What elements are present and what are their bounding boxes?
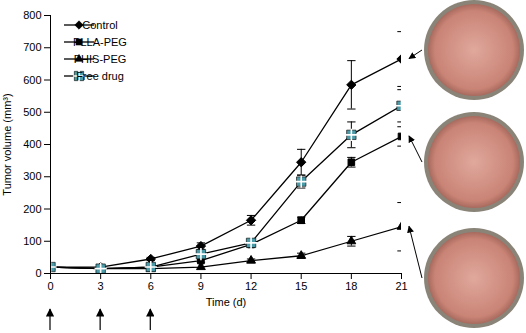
svg-text:600: 600 — [23, 74, 41, 86]
svg-text:100: 100 — [23, 235, 41, 247]
svg-text:Time (d): Time (d) — [206, 296, 247, 308]
svg-text:6: 6 — [148, 280, 154, 292]
svg-text:21: 21 — [395, 280, 407, 292]
svg-text:PLLA-PEG: PLLA-PEG — [73, 36, 127, 48]
svg-text:Free drug: Free drug — [76, 70, 124, 82]
svg-text:0: 0 — [35, 267, 41, 279]
svg-text:300: 300 — [23, 170, 41, 182]
svg-text:3: 3 — [98, 280, 104, 292]
svg-text:15: 15 — [295, 280, 307, 292]
svg-text:Control: Control — [82, 19, 117, 31]
svg-text:9: 9 — [198, 280, 204, 292]
svg-text:18: 18 — [345, 280, 357, 292]
svg-text:0: 0 — [47, 280, 53, 292]
svg-text:800: 800 — [23, 9, 41, 21]
svg-text:PHIS-PEG: PHIS-PEG — [74, 53, 127, 65]
svg-text:500: 500 — [23, 106, 41, 118]
svg-text:12: 12 — [245, 280, 257, 292]
svg-text:400: 400 — [23, 138, 41, 150]
svg-text:700: 700 — [23, 41, 41, 53]
svg-text:Tumor volume (mm³): Tumor volume (mm³) — [1, 93, 13, 195]
svg-text:200: 200 — [23, 203, 41, 215]
